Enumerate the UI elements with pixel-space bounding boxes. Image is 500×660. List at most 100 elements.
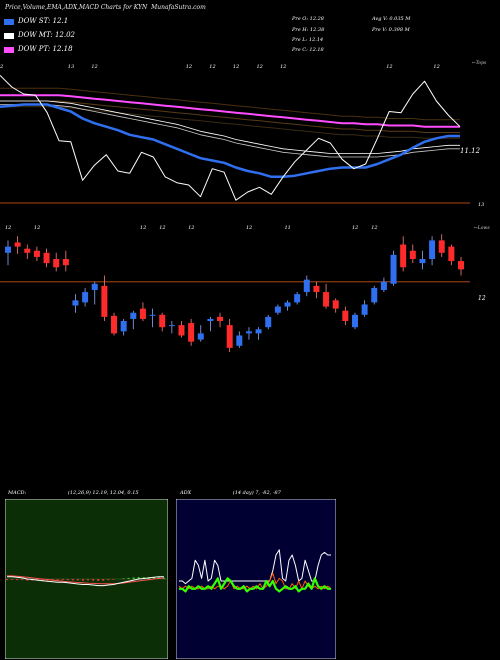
ema-short-line bbox=[0, 103, 460, 179]
candle-body bbox=[390, 254, 397, 284]
legend-item-mt: DOW MT: 12.02 bbox=[4, 30, 124, 42]
candle-body bbox=[400, 244, 407, 268]
adx-params: (14 day) 7, -82, -87 bbox=[232, 490, 281, 496]
di-plus-line bbox=[179, 577, 331, 593]
macd-line bbox=[7, 576, 164, 587]
candle-body bbox=[265, 316, 272, 328]
low-marker-label: 12 bbox=[352, 225, 358, 231]
ema-bottom-label: 13 bbox=[478, 202, 484, 208]
macd-title-colon: : bbox=[24, 490, 27, 496]
low-marker-label: 12 bbox=[188, 225, 194, 231]
ema-mid-line-inner bbox=[0, 104, 460, 158]
top-marker-label: 12 bbox=[386, 64, 392, 70]
low-marker-label: 12 bbox=[34, 225, 40, 231]
candle-body bbox=[168, 325, 175, 327]
candle-body bbox=[274, 306, 281, 313]
top-marker-label: 12 bbox=[209, 64, 215, 70]
candle-body bbox=[14, 242, 21, 247]
legend-swatch-pt bbox=[4, 47, 14, 53]
candle-body bbox=[284, 302, 291, 307]
stat-prev-open: Pre O: 12.28 bbox=[292, 16, 324, 22]
close-price-line bbox=[0, 74, 461, 201]
candle-body bbox=[159, 314, 166, 328]
stat-prev-low: Pre L: 12.14 bbox=[292, 37, 324, 43]
low-marker-label: 12 bbox=[159, 225, 165, 231]
stat-avg-volume: Avg V: 0.035 M bbox=[372, 16, 411, 22]
candle-body bbox=[149, 314, 156, 316]
low-marker-label: 12 bbox=[246, 225, 252, 231]
candle-body bbox=[351, 314, 358, 328]
candle-body bbox=[361, 304, 368, 315]
legend-item-pt: DOW PT: 12.18 bbox=[4, 44, 124, 56]
lows-label: ←Lows bbox=[474, 225, 490, 231]
candle-body bbox=[72, 300, 79, 306]
candle-body bbox=[188, 323, 195, 342]
site-name: MunafaSutra.com bbox=[151, 4, 206, 11]
stat-prev-high: Pre H: 12.38 bbox=[292, 27, 325, 33]
macd-header: MACD: (12,26,9) 12.19, 12.04, 0.15 bbox=[8, 490, 139, 496]
candle-body bbox=[130, 312, 137, 319]
adx-title: ADX bbox=[180, 490, 192, 496]
macd-title: MACD bbox=[8, 490, 25, 496]
candle-body bbox=[255, 329, 262, 334]
candle-body bbox=[236, 335, 243, 346]
ema-shadow-line bbox=[0, 106, 460, 139]
top-marker-label: 12 bbox=[0, 64, 3, 70]
stat-prev-volume: Pre V: 0.398 M bbox=[372, 27, 410, 33]
ema-shadow-line bbox=[0, 87, 460, 121]
tops-label: ←Tops bbox=[472, 60, 487, 66]
top-marker-label: 12 bbox=[256, 64, 262, 70]
candle-body bbox=[380, 281, 387, 290]
candle-body bbox=[303, 279, 310, 293]
macd-chart bbox=[5, 499, 168, 659]
chart-header: Price,Volume,EMA,ADX,MACD Charts for KYN… bbox=[5, 4, 206, 11]
ema-price-label: 11.12 bbox=[460, 147, 481, 155]
legend-label-st: DOW ST: 12.1 bbox=[18, 17, 69, 25]
candlestick-chart: 12 12 12 12 12 12 11 12 12 ←Lows 12 bbox=[0, 225, 490, 352]
adx-header: ADX (14 day) 7, -82, -87 bbox=[180, 490, 281, 496]
candle-body bbox=[5, 246, 11, 253]
stat-prev-close: Pre C: 12.18 bbox=[292, 47, 324, 53]
candle-body bbox=[313, 285, 320, 293]
low-marker-label: 11 bbox=[285, 225, 291, 231]
candle-body bbox=[323, 292, 330, 307]
candle-body bbox=[342, 310, 349, 321]
candle-body bbox=[33, 250, 40, 257]
candle-body bbox=[226, 325, 233, 348]
ema-mid-line bbox=[0, 100, 460, 154]
macd-params: (12,26,9) 12.19, 12.04, 0.15 bbox=[67, 490, 139, 496]
candle-price-label: 12 bbox=[478, 295, 486, 302]
candle-body bbox=[294, 294, 301, 303]
candle-body bbox=[24, 248, 31, 253]
legend-label-pt: DOW PT: 12.18 bbox=[18, 45, 73, 53]
candle-body bbox=[178, 325, 185, 336]
candle-body bbox=[62, 259, 69, 266]
low-marker-label: 12 bbox=[371, 225, 377, 231]
candle-body bbox=[111, 315, 118, 334]
top-marker-label: 12 bbox=[91, 64, 97, 70]
chart-title: Price,Volume,EMA,ADX,MACD Charts for KYN bbox=[5, 4, 148, 11]
legend-label-mt: DOW MT: 12.02 bbox=[18, 31, 75, 39]
candle-body bbox=[245, 331, 252, 334]
candle-body bbox=[53, 259, 60, 268]
candle-body bbox=[82, 292, 89, 303]
legend-swatch-st bbox=[4, 19, 14, 25]
candle-body bbox=[332, 300, 339, 309]
price-ema-chart: 12 13 12 12 12 12 12 12 12 12 ←Tops 11.12 13 bbox=[0, 60, 487, 208]
low-marker-label: 12 bbox=[140, 225, 146, 231]
legend-item-st: DOW ST: 12.1 bbox=[4, 16, 124, 28]
candle-body bbox=[438, 240, 445, 253]
candle-body bbox=[139, 308, 146, 319]
candle-body bbox=[91, 283, 98, 290]
top-marker-label: 12 bbox=[186, 64, 192, 70]
candle-body bbox=[371, 287, 378, 303]
candle-body bbox=[409, 250, 416, 259]
ema-shadow-line bbox=[0, 100, 460, 133]
macd-signal-line bbox=[6, 575, 165, 585]
low-marker-label: 12 bbox=[5, 225, 11, 231]
adx-chart bbox=[176, 499, 336, 659]
candle-body bbox=[101, 285, 108, 317]
candle-body bbox=[217, 316, 224, 321]
candle-body bbox=[197, 333, 204, 340]
legend-swatch-mt bbox=[4, 33, 14, 39]
